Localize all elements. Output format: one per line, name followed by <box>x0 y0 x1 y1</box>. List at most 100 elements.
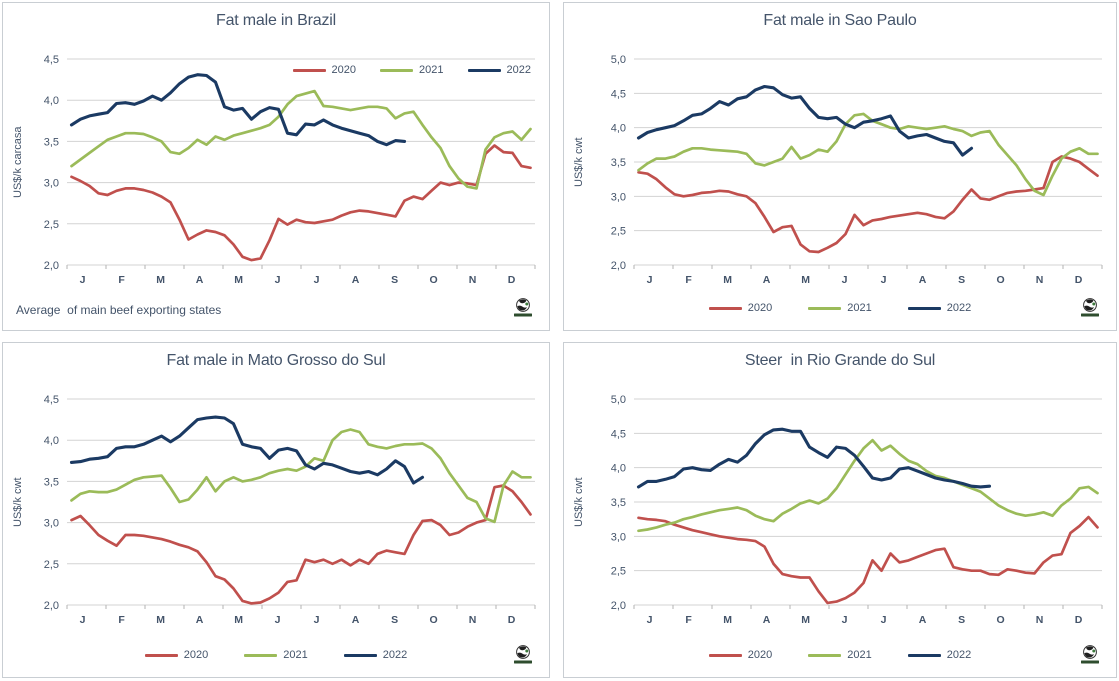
globe-logo-icon <box>510 296 536 322</box>
svg-text:2,5: 2,5 <box>611 226 626 238</box>
svg-text:A: A <box>352 614 360 626</box>
legend-item-2020: 2020 <box>708 649 773 661</box>
svg-text:J: J <box>314 274 320 286</box>
svg-text:F: F <box>685 614 692 626</box>
legend-label: 2022 <box>382 649 408 661</box>
chart-title: Fat male in Mato Grosso do Sul <box>166 352 386 369</box>
svg-text:F: F <box>118 274 125 286</box>
line-swatch-2020 <box>708 653 742 657</box>
line-swatch-2020 <box>708 306 742 310</box>
svg-text:4,0: 4,0 <box>611 123 626 135</box>
line-swatch-2021 <box>244 653 278 657</box>
svg-text:2,0: 2,0 <box>44 600 59 612</box>
svg-text:2,0: 2,0 <box>611 600 626 612</box>
svg-text:M: M <box>723 614 732 626</box>
plot-area: 4,5 4,0 3,5 3,0 2,5 2,0 J F M A M J J A S O N D <box>44 394 536 626</box>
svg-text:4,0: 4,0 <box>611 463 626 475</box>
svg-text:D: D <box>508 614 516 626</box>
svg-text:O: O <box>430 614 438 626</box>
svg-text:3,5: 3,5 <box>611 497 626 509</box>
svg-text:S: S <box>958 614 965 626</box>
line-swatch-2022 <box>907 306 941 310</box>
svg-text:3,0: 3,0 <box>44 178 59 190</box>
svg-text:J: J <box>275 614 281 626</box>
svg-text:M: M <box>234 614 243 626</box>
chart-panel-sao-paulo: Fat male in Sao Paulo US$/k cwt 5,0 4,5 4,… <box>563 2 1117 331</box>
legend-label: 2022 <box>946 649 972 661</box>
line-swatch-2020 <box>292 68 326 72</box>
svg-text:2,5: 2,5 <box>611 566 626 578</box>
legend-item-2021: 2021 <box>808 302 872 314</box>
svg-text:3,0: 3,0 <box>44 518 59 530</box>
svg-text:J: J <box>881 274 887 286</box>
svg-text:F: F <box>118 614 125 626</box>
svg-text:J: J <box>647 274 653 286</box>
line-swatch-2022 <box>907 653 941 657</box>
svg-text:A: A <box>196 274 204 286</box>
plot-area: 5,0 4,5 4,0 3,5 3,0 2,5 2,0 J F M A M J J A S O N D <box>611 54 1103 286</box>
plot-area: 4,5 4,0 3,5 3,0 2,5 2,0 J F M A M J J A S O N D <box>44 54 536 286</box>
svg-text:F: F <box>685 274 692 286</box>
svg-text:4,5: 4,5 <box>611 428 626 440</box>
svg-text:5,0: 5,0 <box>611 394 626 406</box>
legend-item-2021: 2021 <box>380 64 444 76</box>
legend-label: 2022 <box>506 64 531 76</box>
svg-text:4,0: 4,0 <box>44 435 59 447</box>
svg-text:M: M <box>156 274 165 286</box>
plot-area: 5,0 4,5 4,0 3,5 3,0 2,5 2,0 J F M A M J J A S O N D <box>611 394 1103 626</box>
legend: 2020 2021 2022 <box>3 649 549 661</box>
legend-label: 2021 <box>847 302 872 314</box>
line-swatch-2022 <box>467 68 501 72</box>
globe-logo-icon <box>1077 296 1103 322</box>
legend-label: 2020 <box>747 302 773 314</box>
svg-text:J: J <box>314 614 320 626</box>
legend-label: 2020 <box>331 64 357 76</box>
svg-text:A: A <box>919 614 927 626</box>
svg-text:M: M <box>234 274 243 286</box>
svg-text:4,5: 4,5 <box>611 88 626 100</box>
legend-item-2022: 2022 <box>907 649 972 661</box>
svg-text:D: D <box>1075 614 1083 626</box>
svg-text:2,5: 2,5 <box>44 559 59 571</box>
svg-text:3,5: 3,5 <box>611 157 626 169</box>
svg-text:M: M <box>723 274 732 286</box>
chart-footnote: Average of main beef exporting states <box>16 303 222 317</box>
svg-text:S: S <box>391 614 398 626</box>
legend-label: 2021 <box>283 649 308 661</box>
line-swatch-2022 <box>343 653 377 657</box>
legend-item-2022: 2022 <box>907 302 971 314</box>
legend-label: 2021 <box>419 64 444 76</box>
svg-text:3,0: 3,0 <box>611 191 626 203</box>
chart-title: Fat male in Brazil <box>216 12 336 29</box>
chart-panel-rio-grande: Steer in Rio Grande do Sul US$/k cwt 5,0… <box>563 342 1117 678</box>
svg-text:M: M <box>156 614 165 626</box>
svg-text:S: S <box>391 274 398 286</box>
chart-panel-brazil: Fat male in Brazil US$/k carcasa 4,5 4,0 3… <box>2 2 550 331</box>
svg-text:A: A <box>196 614 204 626</box>
legend-item-2021: 2021 <box>808 649 872 661</box>
legend-item-2020: 2020 <box>292 64 357 76</box>
legend-item-2022: 2022 <box>467 64 531 76</box>
svg-text:J: J <box>842 614 848 626</box>
chart-panel-mato-grosso: Fat male in Mato Grosso do Sul US$/k cwt… <box>2 342 550 678</box>
svg-text:M: M <box>801 614 810 626</box>
svg-text:O: O <box>997 274 1005 286</box>
line-swatch-2021 <box>808 306 842 310</box>
svg-text:3,0: 3,0 <box>611 531 626 543</box>
svg-text:N: N <box>1036 274 1044 286</box>
line-swatch-2020 <box>144 653 178 657</box>
svg-text:J: J <box>80 274 86 286</box>
svg-text:A: A <box>763 614 771 626</box>
svg-text:4,5: 4,5 <box>44 394 59 406</box>
svg-text:O: O <box>997 614 1005 626</box>
svg-text:4,5: 4,5 <box>44 54 59 66</box>
svg-text:J: J <box>842 274 848 286</box>
legend-label: 2021 <box>847 649 872 661</box>
svg-text:3,5: 3,5 <box>44 476 59 488</box>
line-swatch-2021 <box>808 653 842 657</box>
legend-label: 2020 <box>747 649 773 661</box>
svg-text:A: A <box>352 274 360 286</box>
svg-text:D: D <box>1075 274 1083 286</box>
legend-item-2021: 2021 <box>244 649 308 661</box>
